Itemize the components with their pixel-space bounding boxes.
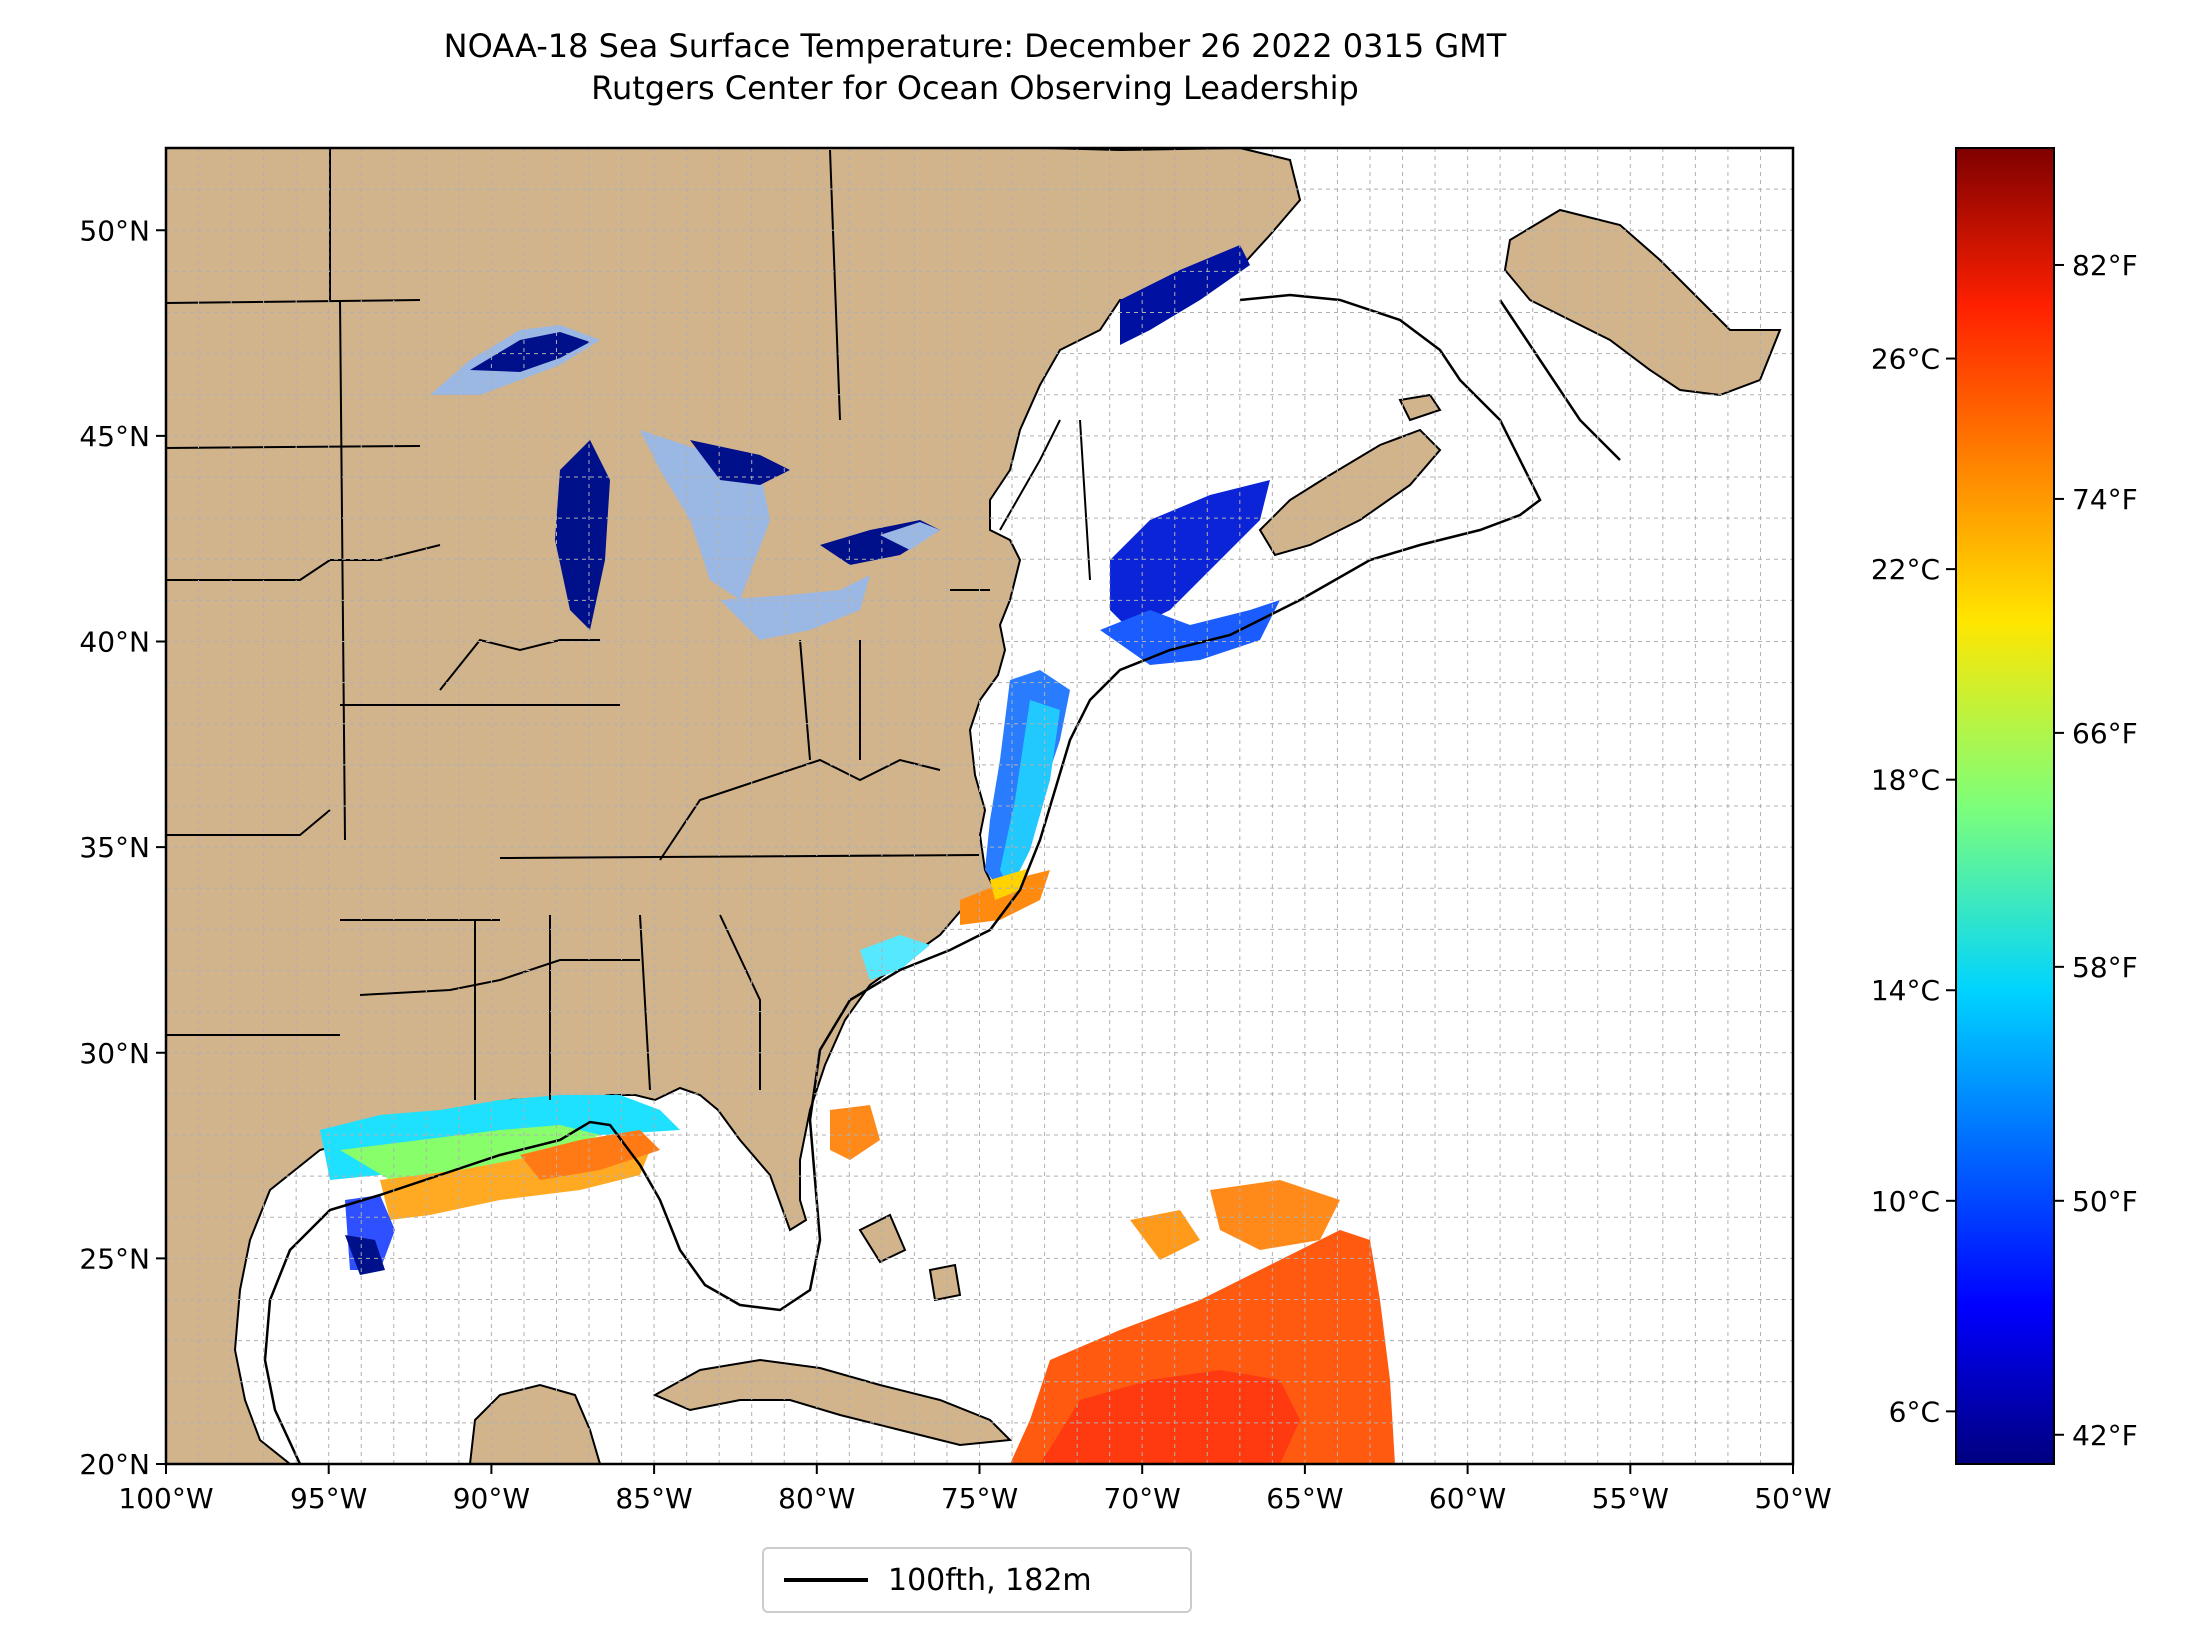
y-tick-label: 45°N bbox=[79, 420, 150, 453]
land-nova-scotia bbox=[1258, 428, 1442, 557]
map-area bbox=[166, 148, 1793, 1464]
sst-subtropical-atlantic bbox=[830, 1105, 1395, 1464]
sst-northeast bbox=[1100, 245, 1280, 665]
state-borders bbox=[166, 148, 1091, 1100]
x-tick-label: 70°W bbox=[1104, 1482, 1181, 1515]
celsius-tick-label: 18°C bbox=[1871, 764, 1940, 797]
x-axis-ticks: 100°W 95°W 90°W 85°W 80°W 75°W 70°W 65°W 60°W 55°… bbox=[118, 1464, 1832, 1515]
x-tick-label: 55°W bbox=[1592, 1482, 1669, 1515]
y-tick-label: 40°N bbox=[79, 626, 150, 659]
colorbar bbox=[1955, 147, 2055, 1465]
isobath-100fth bbox=[263, 293, 1621, 1464]
fahrenheit-tick-label: 42°F bbox=[2072, 1419, 2138, 1452]
grid-lines bbox=[166, 148, 1793, 1464]
x-tick-label: 60°W bbox=[1429, 1482, 1506, 1515]
x-tick-label: 90°W bbox=[453, 1482, 530, 1515]
fahrenheit-tick-label: 74°F bbox=[2072, 483, 2138, 516]
y-tick-label: 50°N bbox=[79, 214, 150, 247]
sst-mid-atlantic bbox=[860, 670, 1070, 980]
x-tick-label: 75°W bbox=[941, 1482, 1018, 1515]
land-pei bbox=[1398, 393, 1442, 422]
great-lakes bbox=[430, 325, 940, 640]
legend-line-swatch bbox=[784, 1578, 868, 1582]
y-tick-label: 35°N bbox=[79, 831, 150, 864]
x-tick-label: 100°W bbox=[118, 1482, 213, 1515]
y-axis-ticks: 20°N 25°N 30°N 35°N 40°N 45°N 50°N bbox=[79, 214, 166, 1481]
x-tick-label: 80°W bbox=[778, 1482, 855, 1515]
x-tick-label: 85°W bbox=[615, 1482, 692, 1515]
fahrenheit-tick-label: 50°F bbox=[2072, 1185, 2138, 1218]
fahrenheit-tick-label: 58°F bbox=[2072, 951, 2138, 984]
celsius-tick-label: 10°C bbox=[1871, 1185, 1940, 1218]
isobath-legend: 100fth, 182m bbox=[762, 1547, 1192, 1613]
x-tick-label: 65°W bbox=[1266, 1482, 1343, 1515]
y-tick-label: 20°N bbox=[79, 1448, 150, 1481]
colorbar-fahrenheit-ticks: 82°F 74°F 66°F 58°F 50°F 42°F bbox=[2054, 249, 2138, 1452]
celsius-tick-label: 14°C bbox=[1871, 974, 1940, 1007]
sst-gulf-of-mexico bbox=[320, 1095, 680, 1275]
fahrenheit-tick-label: 82°F bbox=[2072, 249, 2138, 282]
map-title: NOAA-18 Sea Surface Temperature: Decembe… bbox=[443, 27, 1507, 65]
land-yucatan bbox=[468, 1383, 602, 1464]
celsius-tick-label: 22°C bbox=[1871, 553, 1940, 586]
colorbar-celsius-ticks: 26°C 22°C 18°C 14°C 10°C 6°C bbox=[1871, 343, 1956, 1428]
x-tick-label: 50°W bbox=[1754, 1482, 1831, 1515]
celsius-tick-label: 6°C bbox=[1889, 1395, 1940, 1428]
land-newfoundland bbox=[1503, 208, 1782, 397]
celsius-tick-label: 26°C bbox=[1871, 343, 1940, 376]
y-tick-label: 30°N bbox=[79, 1037, 150, 1070]
land-bahamas bbox=[858, 1213, 962, 1302]
legend-label: 100fth, 182m bbox=[888, 1562, 1092, 1598]
x-tick-label: 95°W bbox=[290, 1482, 367, 1515]
fahrenheit-tick-label: 66°F bbox=[2072, 717, 2138, 750]
map-subtitle: Rutgers Center for Ocean Observing Leade… bbox=[591, 69, 1359, 107]
y-tick-label: 25°N bbox=[79, 1242, 150, 1275]
